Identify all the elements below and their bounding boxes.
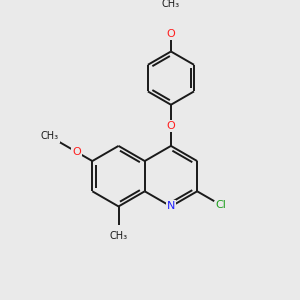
Text: CH₃: CH₃ <box>110 231 128 241</box>
Text: O: O <box>167 121 175 131</box>
Text: N: N <box>167 201 175 212</box>
Text: Cl: Cl <box>216 200 226 210</box>
Text: O: O <box>167 29 175 39</box>
Text: CH₃: CH₃ <box>40 131 59 141</box>
Text: CH₃: CH₃ <box>162 0 180 9</box>
Text: O: O <box>72 147 81 157</box>
